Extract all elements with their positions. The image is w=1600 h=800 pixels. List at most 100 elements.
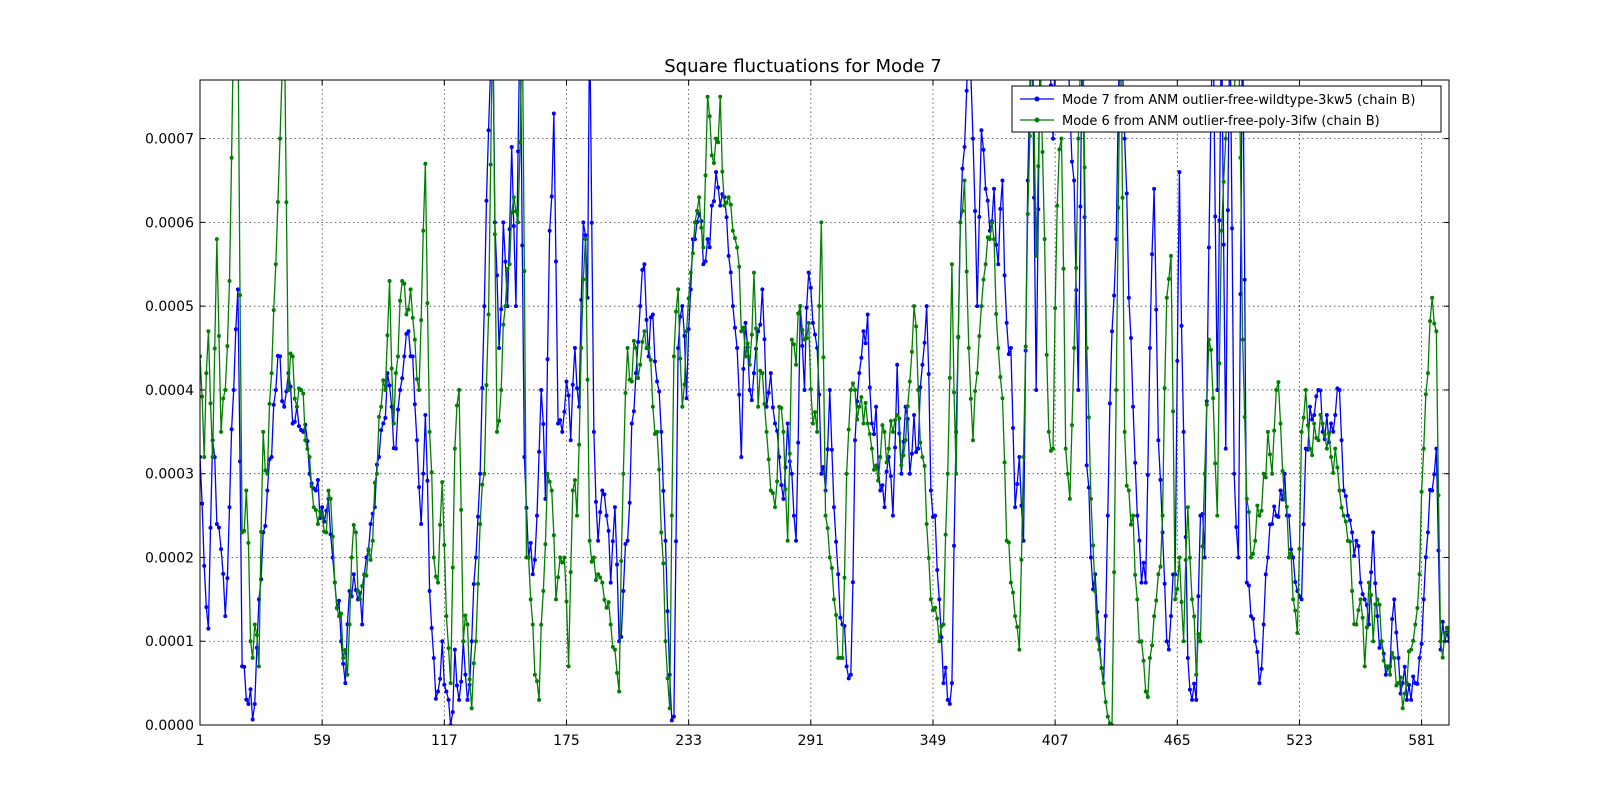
series-2-point [716,140,721,145]
series-2-point [1329,454,1334,459]
series-1-point [1030,11,1034,15]
series-2-point [1234,45,1238,49]
series-2-point [1084,346,1089,351]
series-1-point [1190,697,1195,702]
series-1-point [1004,320,1009,325]
series-2-point [655,429,660,434]
series-2-point [937,639,942,644]
series-2-point [1017,647,1022,652]
series-1-point [229,427,234,432]
series-2-point [663,639,668,644]
series-2-point [408,287,413,292]
series-2-point [389,366,394,371]
series-2-point [827,555,832,560]
series-2-point [368,557,373,562]
series-1-point [1185,655,1190,660]
series-1-point [1383,672,1388,677]
series-2-point [1324,446,1329,451]
legend-box [1011,85,1442,133]
series-1-point [513,304,518,309]
series-1-point [1337,387,1342,392]
series-1-point [383,415,388,420]
series-2-point [509,210,514,215]
series-2-point [1097,647,1102,652]
series-2-point [1238,155,1243,160]
series-1-point [850,580,855,585]
series-1-point [208,525,213,530]
series-1-point [912,413,917,418]
series-1-point [671,714,676,719]
series-1-point [718,203,723,208]
series-1-point [250,717,255,722]
series-2-point [404,312,409,317]
series-2-point [423,161,428,166]
series-2-point [200,394,205,399]
series-layer [200,11,1449,725]
series-1-point [648,315,653,320]
series-2-point [1059,136,1064,141]
series-1-point [813,332,818,337]
series-2-point [570,488,575,493]
series-1-point [1220,11,1224,15]
series-2-point [206,329,211,334]
series-1-point [244,697,249,702]
series-2-point [796,311,801,316]
series-2-point [636,375,641,380]
series-1-point [511,224,516,229]
series-2-point [1139,639,1144,644]
series-2-point [579,346,584,351]
series-2-point [726,195,731,200]
series-1-point [636,340,641,345]
series-1-point [1043,14,1047,18]
series-1-point [893,445,898,450]
series-1-point [1081,11,1085,15]
series-2-point [918,440,923,445]
series-1-point [1041,14,1045,18]
series-1-point [751,371,756,376]
series-1-point [924,304,929,309]
series-2-point [547,479,552,484]
series-2-point [642,329,647,334]
series-2-point [956,335,961,340]
series-2-point [834,612,839,617]
series-1-point [861,329,866,334]
series-2-point [1141,658,1146,663]
series-2-point [1343,519,1348,524]
series-2-point [1246,509,1251,514]
series-2-point [669,513,674,518]
series-2-point [349,555,354,560]
series-2-point [1303,387,1308,392]
series-1-point [1417,655,1422,660]
series-2-point [1369,593,1374,598]
series-2-point [1381,658,1386,663]
series-2-point [1295,630,1300,635]
series-2-point [425,301,430,306]
series-2-point [1274,387,1279,392]
series-2-point [1259,508,1264,513]
series-2-point [440,480,445,485]
series-1-point [726,253,731,258]
series-2-point [766,457,771,462]
series-2-point [648,357,653,362]
series-2-point [225,344,230,349]
series-2-point [1147,655,1152,660]
series-2-point [1362,664,1367,669]
series-2-point [381,378,386,383]
series-1-point [1278,488,1283,493]
series-2-point [941,622,946,627]
series-2-point [1217,361,1222,366]
series-2-point [863,400,868,405]
series-2-point [484,383,489,388]
series-1-point [758,322,763,327]
series-2-point [288,351,293,356]
x-tick-label: 465 [1164,733,1191,749]
series-2-point [970,438,975,443]
series-2-point [1284,504,1289,509]
series-2-point [326,488,331,493]
series-1-point [1137,538,1142,543]
series-1-point [1362,597,1367,602]
series-1-point [711,199,716,204]
series-1-point [640,267,645,272]
series-2-point [949,262,954,267]
series-1-point [1425,530,1430,535]
